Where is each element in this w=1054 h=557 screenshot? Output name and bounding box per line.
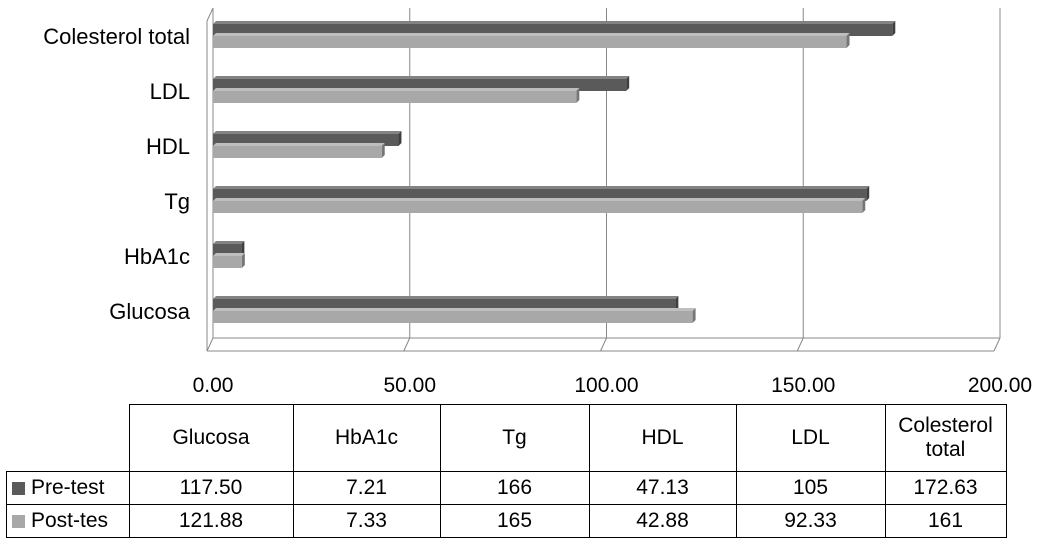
legend-swatch-post-test: [12, 514, 25, 528]
table-cell: 161: [884, 504, 1007, 538]
bar: [213, 91, 577, 103]
bar-top-face: [213, 76, 630, 79]
category-label: Tg: [164, 189, 190, 214]
bar-top-face: [213, 88, 580, 91]
bar-end-face: [862, 198, 866, 213]
floor-gridline: [206, 337, 214, 352]
axis-tick-label: 200.00: [968, 374, 1032, 397]
floor-gridline: [600, 337, 607, 352]
series-name: Pre-test: [31, 476, 105, 499]
bar-end-face: [576, 88, 580, 103]
table-cell: 172.63: [884, 471, 1007, 505]
bar-end-face: [381, 143, 385, 158]
axis-tick-label: 150.00: [771, 374, 835, 397]
legend-entry-pre-test: Pre-test: [6, 471, 130, 505]
table-header-colesterol-total: Colesterol total: [884, 404, 1007, 472]
table-header-ldl: LDL: [735, 404, 886, 472]
table-header-glucosa: Glucosa: [128, 404, 294, 472]
bar: [213, 256, 242, 268]
category-label: LDL: [150, 79, 190, 104]
bar-top-face: [213, 253, 245, 256]
table-cell: 121.88: [128, 504, 294, 538]
bar: [213, 36, 847, 48]
bar-top-face: [213, 308, 696, 311]
table-cell: 165: [439, 504, 590, 538]
bar-end-face: [866, 186, 870, 201]
bar-end-face: [241, 253, 245, 268]
axis-tick-label: 0.00: [193, 374, 234, 397]
table-header-hba1c: HbA1c: [292, 404, 441, 472]
bar: [213, 201, 863, 213]
category-label: HDL: [146, 134, 190, 159]
table-cell: 166: [439, 471, 590, 505]
table-row: Pre-test 117.50 7.21 166 47.13 105 172.6…: [6, 471, 1007, 505]
table-cell: 7.21: [292, 471, 441, 505]
category-label: Glucosa: [109, 299, 190, 324]
bar-top-face: [213, 21, 896, 24]
table-cell: 92.33: [735, 504, 886, 538]
bar-top-face: [213, 143, 385, 146]
series-name: Post-tes: [31, 509, 109, 532]
legend-swatch-pre-test: [12, 481, 25, 495]
bar-end-face: [846, 33, 850, 48]
bar-top-face: [213, 33, 850, 36]
table-cell: 117.50: [128, 471, 294, 505]
floor-gridline: [796, 337, 804, 352]
bar-end-face: [692, 308, 696, 323]
bar-end-face: [675, 296, 679, 311]
bar-top-face: [213, 241, 245, 244]
bar-end-face: [398, 131, 402, 146]
table-corner-cell: [6, 404, 130, 472]
bar-end-face: [241, 241, 245, 256]
bar: [213, 311, 693, 323]
table-header-tg: Tg: [439, 404, 590, 472]
bar-top-face: [213, 198, 866, 201]
bar-top-face: [213, 131, 402, 134]
category-label: HbA1c: [124, 244, 190, 269]
bar-top-face: [213, 296, 679, 299]
category-label: Colesterol total: [43, 24, 190, 49]
data-table: Glucosa HbA1c Tg HDL LDL Colesterol tota…: [6, 404, 1007, 538]
legend-entry-post-test: Post-tes: [6, 504, 130, 538]
table-header-hdl: HDL: [588, 404, 737, 472]
axis-tick-label: 50.00: [383, 374, 436, 397]
table-cell: 42.88: [588, 504, 737, 538]
side-wall-top-edge: [206, 7, 214, 22]
table-header-row: Glucosa HbA1c Tg HDL LDL Colesterol tota…: [6, 404, 1007, 472]
bar: [213, 146, 382, 158]
floor-gridline: [403, 337, 411, 352]
table-row: Post-tes 121.88 7.33 165 42.88 92.33 161: [6, 504, 1007, 538]
table-cell: 47.13: [588, 471, 737, 505]
bar-end-face: [892, 21, 896, 36]
axis-tick-label: 100.00: [574, 374, 638, 397]
bar-end-face: [626, 76, 630, 91]
bar-chart: Glucosa HbA1c Tg HDL LDL Colesterol total 0.00…: [43, 7, 1032, 397]
floor-gridline: [993, 337, 1001, 352]
bar-top-face: [213, 186, 870, 189]
table-cell: 105: [735, 471, 886, 505]
table-cell: 7.33: [292, 504, 441, 538]
